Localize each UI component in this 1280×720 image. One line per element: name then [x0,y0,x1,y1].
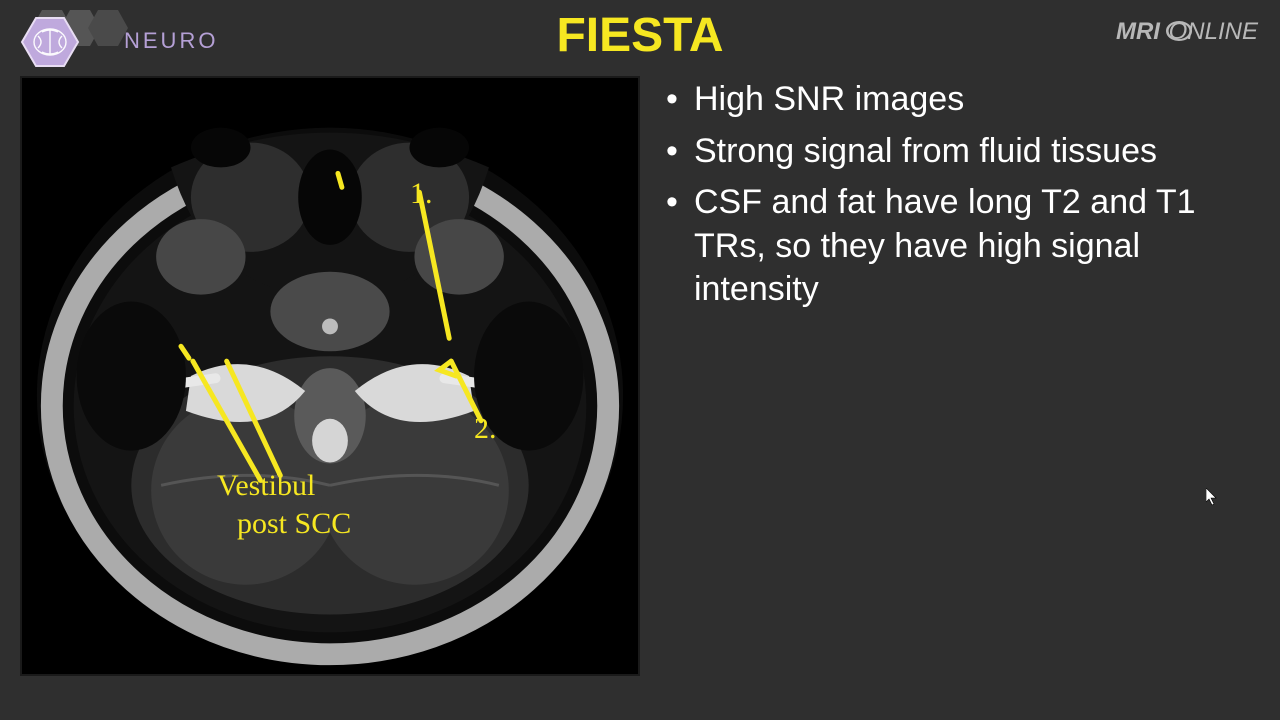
bullet-list: High SNR images Strong signal from fluid… [660,78,1260,320]
bullet-item: Strong signal from fluid tissues [660,130,1260,174]
mri-svg [22,78,638,674]
annotation-1: 1. [410,178,433,210]
annotation-2: 2. [474,413,497,445]
brand-logo: MRI ONLINE [1116,18,1258,46]
mri-image: 1. 2. Vestibul post SCC [20,76,640,676]
bullet-item: High SNR images [660,78,1260,122]
cursor-icon [1206,488,1218,506]
brand-mri: MRI [1116,18,1160,45]
bullet-item: CSF and fat have long T2 and T1 TRs, so … [660,181,1260,312]
annotation-vestibule: Vestibul [217,470,315,502]
slide-title: FIESTA [0,8,1280,63]
annotation-post-scc: post SCC [237,508,351,540]
slide: NEURO FIESTA MRI ONLINE [0,0,1280,720]
